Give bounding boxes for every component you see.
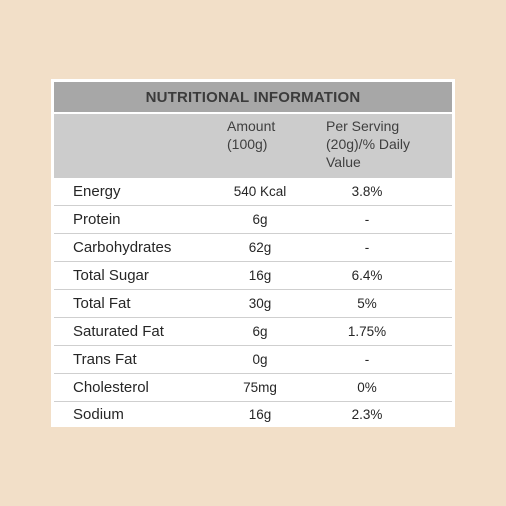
table-row: Cholesterol 75mg 0% <box>54 374 452 402</box>
nutrient-serving: - <box>364 352 370 367</box>
nutrient-amount: 75mg <box>243 380 277 395</box>
nutrient-name: Cholesterol <box>73 379 149 396</box>
nutrient-serving: - <box>364 212 370 227</box>
nutrient-name: Saturated Fat <box>73 323 164 340</box>
header-serving: Per Serving (20g)/% Daily Value <box>326 117 446 171</box>
nutrient-name: Carbohydrates <box>73 239 172 256</box>
nutrient-serving: - <box>364 240 370 255</box>
nutrient-amount: 0g <box>252 352 268 367</box>
nutrient-amount: 62g <box>248 240 272 255</box>
nutrient-serving: 1.75% <box>347 324 387 339</box>
header-band <box>54 114 452 178</box>
header-serving-text: Per Serving (20g)/% Daily Value <box>326 118 411 170</box>
table-row: Total Fat 30g 5% <box>54 290 452 318</box>
table-row: Carbohydrates 62g - <box>54 234 452 262</box>
table-row: Total Sugar 16g 6.4% <box>54 262 452 290</box>
nutrient-amount: 6g <box>252 324 268 339</box>
nutrient-amount: 30g <box>248 296 272 311</box>
nutrient-name: Total Sugar <box>73 267 149 284</box>
nutrient-amount: 6g <box>252 212 268 227</box>
nutrient-name: Sodium <box>73 406 124 423</box>
header-amount-text: Amount (100g) <box>227 118 276 152</box>
nutrient-serving: 0% <box>357 380 377 395</box>
nutrient-name: Protein <box>73 211 121 228</box>
header-amount: Amount (100g) <box>227 117 317 153</box>
table-row: Protein 6g - <box>54 206 452 234</box>
nutrient-amount: 16g <box>248 268 272 283</box>
nutrient-name: Trans Fat <box>73 351 137 368</box>
nutrition-table: NUTRITIONAL INFORMATION Amount (100g) Pe… <box>51 79 455 427</box>
table-title: NUTRITIONAL INFORMATION <box>54 82 452 112</box>
nutrient-amount: 540 Kcal <box>233 184 287 199</box>
table-row: Saturated Fat 6g 1.75% <box>54 318 452 346</box>
nutrient-serving: 3.8% <box>351 184 383 199</box>
table-row: Sodium 16g 2.3% <box>54 401 452 428</box>
nutrient-serving: 6.4% <box>351 268 383 283</box>
nutrient-serving: 5% <box>357 296 377 311</box>
nutrient-serving: 2.3% <box>351 407 383 422</box>
table-row: Trans Fat 0g - <box>54 346 452 374</box>
nutrient-amount: 16g <box>248 407 272 422</box>
nutrient-name: Total Fat <box>73 295 131 312</box>
nutrient-name: Energy <box>73 183 121 200</box>
table-row: Energy 540 Kcal 3.8% <box>54 178 452 206</box>
